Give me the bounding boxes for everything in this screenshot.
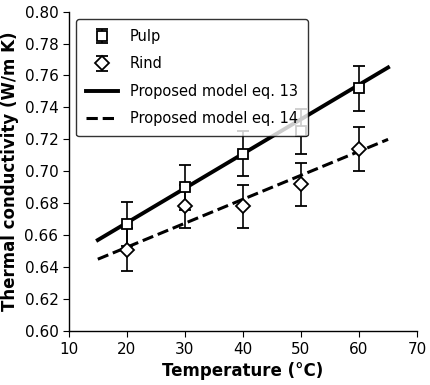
Legend: Pulp, Rind, Proposed model eq. 13, Proposed model eq. 14: Pulp, Rind, Proposed model eq. 13, Propo… bbox=[76, 19, 308, 136]
X-axis label: Temperature (°C): Temperature (°C) bbox=[162, 362, 323, 380]
Y-axis label: Thermal conductivity (W/m K): Thermal conductivity (W/m K) bbox=[1, 32, 19, 311]
